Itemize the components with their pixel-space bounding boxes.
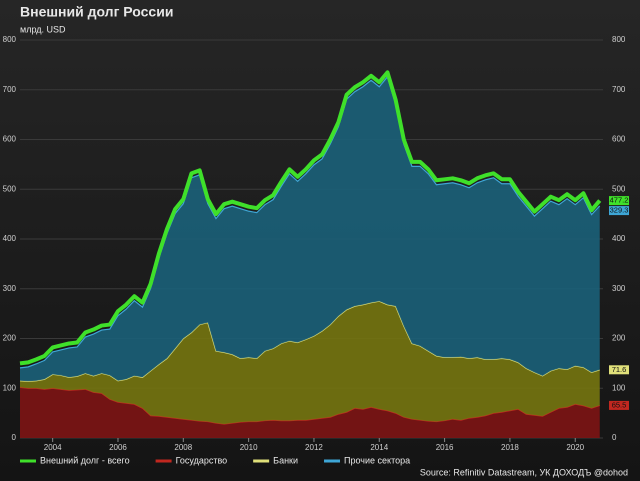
legend-item: Внешний долг - всего	[20, 455, 130, 465]
x-tick-label: 2004	[44, 443, 62, 452]
x-tick-label: 2008	[174, 443, 192, 452]
value-label: 477.2	[610, 196, 629, 205]
value-label-box	[609, 365, 629, 375]
legend-label: Прочие сектора	[344, 455, 410, 465]
y-tick-label: 800	[3, 35, 17, 44]
value-label-box	[609, 196, 629, 206]
x-tick-label: 2016	[436, 443, 454, 452]
x-tick-label: 2014	[370, 443, 388, 452]
area-edge	[19, 75, 601, 369]
legend-label: Банки	[273, 455, 298, 465]
legend-item: Банки	[253, 455, 298, 465]
source: Source: Refinitiv Datastream, УК ДОХОДЪ …	[420, 467, 628, 477]
y2-tick-label: 200	[612, 334, 626, 343]
y2-tick-label: 0	[612, 433, 617, 442]
x-tick-label: 2020	[566, 443, 584, 452]
y2-tick-label: 300	[612, 284, 626, 293]
y-tick-label: 700	[3, 85, 17, 94]
value-label: 65.5	[612, 400, 627, 409]
y2-tick-label: 400	[612, 234, 626, 243]
y2-tick-label: 500	[612, 184, 626, 193]
y-tick-label: 400	[3, 234, 17, 243]
y-tick-label: 300	[3, 284, 17, 293]
area-edge	[19, 386, 600, 425]
value-label-box	[609, 400, 629, 410]
chart-title: Внешний долг России	[20, 4, 173, 20]
x-tick-label: 2006	[109, 443, 127, 452]
chart-subtitle: млрд. USD	[20, 24, 66, 34]
x-tick-label: 2010	[240, 443, 258, 452]
value-label-box	[609, 206, 629, 216]
area	[20, 387, 600, 438]
value-label: 71.6	[612, 365, 627, 374]
y2-tick-label: 600	[612, 135, 626, 144]
legend-label: Внешний долг - всего	[40, 455, 130, 465]
y-tick-label: 100	[3, 383, 17, 392]
legend-label: Государство	[176, 455, 228, 465]
y-tick-label: 600	[3, 135, 17, 144]
area	[20, 301, 600, 425]
x-tick-label: 2018	[501, 443, 519, 452]
y2-tick-label: 700	[612, 85, 626, 94]
y2-tick-label: 100	[612, 383, 626, 392]
legend-item: Государство	[155, 455, 228, 465]
line	[19, 70, 602, 366]
y-tick-label: 0	[12, 433, 17, 442]
legend-item: Прочие сектора	[324, 455, 410, 465]
y-tick-label: 200	[3, 334, 17, 343]
x-tick-label: 2012	[305, 443, 323, 452]
area	[20, 76, 600, 382]
y2-tick-label: 800	[612, 35, 626, 44]
value-label: 329.3	[610, 206, 629, 215]
y-tick-label: 500	[3, 184, 17, 193]
